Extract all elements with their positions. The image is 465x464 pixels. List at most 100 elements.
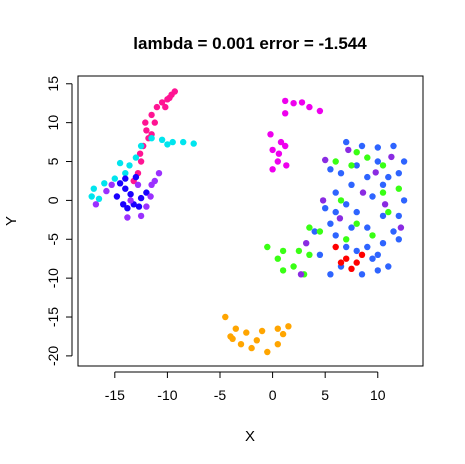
data-point [322, 156, 329, 164]
data-point [243, 329, 250, 336]
data-point [92, 201, 100, 208]
cluster-3 [267, 97, 324, 173]
data-point [322, 205, 329, 212]
data-point [124, 214, 131, 221]
data-point [395, 236, 402, 243]
data-point [353, 162, 360, 169]
data-point [116, 180, 124, 187]
cluster-1 [88, 135, 197, 202]
x-tick-label: 5 [321, 387, 329, 403]
y-tick-label: 10 [45, 115, 61, 131]
data-point [108, 181, 115, 188]
data-point [122, 185, 129, 192]
data-point [222, 313, 229, 321]
data-point [379, 212, 387, 220]
data-point [122, 170, 129, 177]
data-point [283, 162, 290, 169]
data-point [364, 243, 371, 251]
data-point [95, 195, 103, 202]
y-tick-label: 5 [45, 157, 61, 165]
data-point [395, 212, 402, 220]
data-point [127, 197, 134, 204]
data-point [385, 173, 392, 181]
data-point [153, 103, 161, 111]
x-tick-label: -10 [157, 387, 177, 403]
points-layer [88, 88, 408, 356]
y-tick-label: -20 [45, 346, 61, 366]
data-point [147, 193, 154, 200]
data-point [306, 251, 313, 258]
data-point [327, 166, 334, 173]
data-point [332, 243, 339, 251]
data-point [358, 271, 366, 278]
data-point [162, 103, 169, 111]
data-point [171, 88, 178, 95]
data-point [348, 162, 355, 169]
y-tick-label: -10 [45, 268, 61, 288]
data-point [90, 185, 98, 192]
data-point [343, 255, 350, 262]
data-point [400, 158, 408, 165]
data-point [180, 138, 187, 146]
data-point [274, 255, 281, 262]
data-point [282, 142, 289, 150]
data-point [306, 103, 313, 111]
data-point [381, 201, 389, 208]
data-point [290, 100, 297, 107]
data-point [269, 166, 276, 173]
data-point [353, 149, 360, 156]
data-point [311, 228, 318, 235]
data-point [374, 267, 381, 274]
data-point [258, 327, 266, 335]
data-point [136, 150, 144, 157]
data-point [143, 127, 150, 134]
data-point [166, 94, 173, 102]
data-point [345, 146, 352, 154]
data-point [137, 158, 145, 165]
x-tick-label: 10 [370, 387, 386, 403]
data-point [332, 232, 339, 239]
data-point [316, 251, 324, 258]
data-point [297, 271, 305, 278]
data-point [116, 159, 124, 167]
data-point [379, 240, 387, 247]
data-point [337, 170, 345, 177]
data-point [343, 236, 350, 243]
data-point [316, 228, 324, 235]
data-point [374, 144, 381, 151]
data-point [358, 142, 366, 150]
data-point [395, 170, 402, 177]
data-point [135, 203, 143, 210]
data-point [290, 263, 297, 270]
data-point [359, 189, 367, 196]
data-point [279, 330, 287, 338]
data-point [137, 142, 145, 150]
data-point [343, 201, 350, 208]
data-point [343, 138, 350, 146]
data-point [348, 224, 355, 231]
cluster-0 [130, 88, 178, 185]
cluster-8 [297, 146, 405, 278]
cluster-7 [92, 170, 163, 221]
data-point [319, 197, 327, 204]
cluster-4 [311, 138, 408, 278]
data-point [143, 203, 150, 210]
data-point [232, 325, 239, 332]
data-point [155, 170, 163, 177]
data-point [358, 251, 366, 258]
x-tick-label: 0 [269, 387, 277, 403]
data-point [282, 97, 289, 105]
data-point [274, 341, 281, 348]
data-point [158, 136, 166, 143]
data-point [269, 146, 276, 154]
data-point [127, 191, 134, 198]
y-axis-label: Y [3, 216, 20, 226]
y-tick-label: -15 [45, 307, 61, 327]
data-point [379, 189, 387, 196]
data-point [275, 150, 283, 157]
data-point [374, 158, 381, 165]
plot-frame [77, 75, 424, 367]
data-point [143, 189, 150, 196]
data-point [298, 99, 306, 106]
